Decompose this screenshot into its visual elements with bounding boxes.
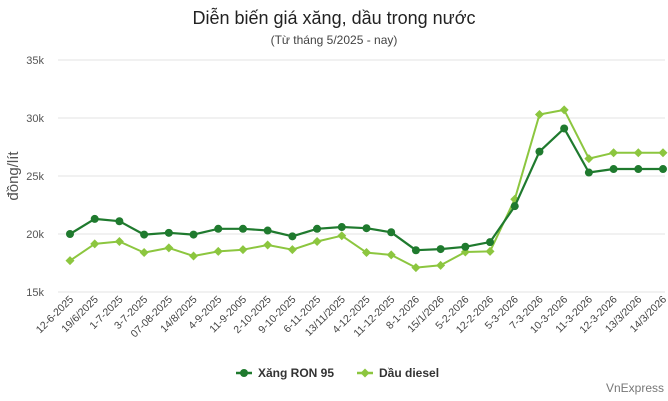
chart-subtitle: (Từ tháng 5/2025 - nay) [270, 33, 398, 47]
data-point-diesel [213, 246, 223, 256]
data-point-diesel [287, 245, 297, 255]
data-point-ron95 [560, 124, 569, 133]
data-point-diesel [584, 154, 594, 164]
data-point-diesel [114, 237, 124, 247]
data-point-ron95 [436, 245, 445, 254]
data-point-diesel [65, 256, 75, 266]
y-tick-label: 20k [26, 229, 44, 241]
data-point-ron95 [66, 230, 74, 238]
data-point-ron95 [387, 228, 396, 237]
chart-title: Diễn biến giá xăng, dầu trong nước [192, 8, 476, 28]
data-point-ron95 [313, 224, 322, 233]
legend-diesel-marker [360, 368, 370, 378]
legend-diesel-label: Dầu diesel [379, 366, 439, 380]
data-point-diesel [485, 246, 495, 256]
data-point-ron95 [288, 232, 297, 241]
data-point-ron95 [634, 165, 643, 174]
data-point-ron95 [263, 226, 272, 235]
data-point-diesel [436, 260, 446, 270]
data-point-ron95 [659, 165, 667, 174]
data-point-diesel [263, 240, 273, 250]
y-tick-label: 25k [26, 171, 44, 183]
data-point-diesel [559, 105, 569, 115]
y-tick-label: 30k [26, 113, 44, 125]
data-point-diesel [189, 251, 199, 261]
legend-ron95-marker [240, 369, 248, 377]
data-point-ron95 [337, 223, 346, 232]
series-line-diesel [69, 108, 663, 269]
data-point-ron95 [90, 214, 99, 223]
data-point-diesel [337, 231, 347, 241]
data-point-ron95 [461, 242, 470, 251]
data-point-ron95 [238, 224, 247, 233]
y-axis-label: đồng/lít [5, 151, 22, 201]
data-point-diesel [139, 248, 149, 258]
data-point-diesel [609, 148, 619, 158]
data-point-diesel [362, 248, 371, 258]
data-point-diesel [312, 237, 322, 247]
legend-ron95-label: Xăng RON 95 [258, 366, 334, 380]
data-point-diesel [386, 250, 396, 260]
data-point-diesel [164, 243, 174, 253]
y-tick-label: 15k [26, 287, 44, 299]
data-point-ron95 [411, 246, 420, 255]
y-tick-label: 35k [26, 55, 44, 67]
data-point-diesel [534, 110, 544, 120]
data-point-diesel [658, 148, 668, 158]
data-point-ron95 [214, 224, 223, 233]
data-point-ron95 [535, 147, 544, 156]
data-point-ron95 [115, 217, 124, 226]
data-point-ron95 [362, 224, 371, 233]
data-point-diesel [411, 263, 421, 273]
data-point-diesel [90, 239, 100, 249]
data-point-ron95 [189, 230, 198, 239]
data-point-diesel [238, 245, 248, 255]
source-credit: VnExpress [605, 381, 664, 395]
data-point-ron95 [510, 202, 519, 211]
data-point-ron95 [140, 230, 149, 239]
data-point-ron95 [486, 238, 495, 247]
data-point-ron95 [584, 168, 593, 177]
data-point-ron95 [164, 228, 173, 237]
data-point-diesel [633, 148, 643, 158]
data-point-ron95 [609, 165, 618, 174]
